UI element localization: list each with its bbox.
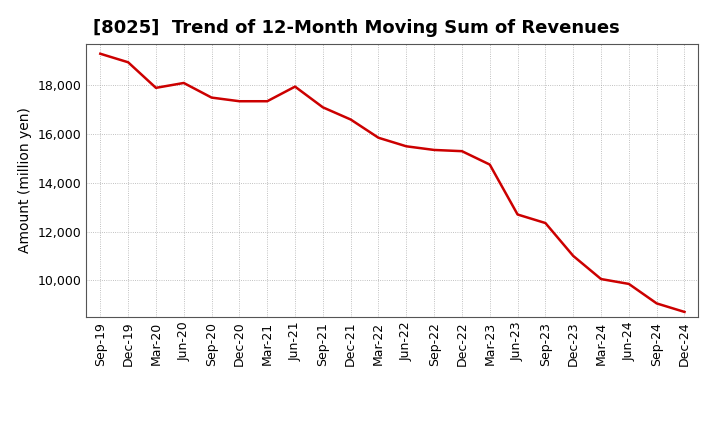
Text: [8025]  Trend of 12-Month Moving Sum of Revenues: [8025] Trend of 12-Month Moving Sum of R… — [92, 19, 619, 37]
Y-axis label: Amount (million yen): Amount (million yen) — [18, 107, 32, 253]
